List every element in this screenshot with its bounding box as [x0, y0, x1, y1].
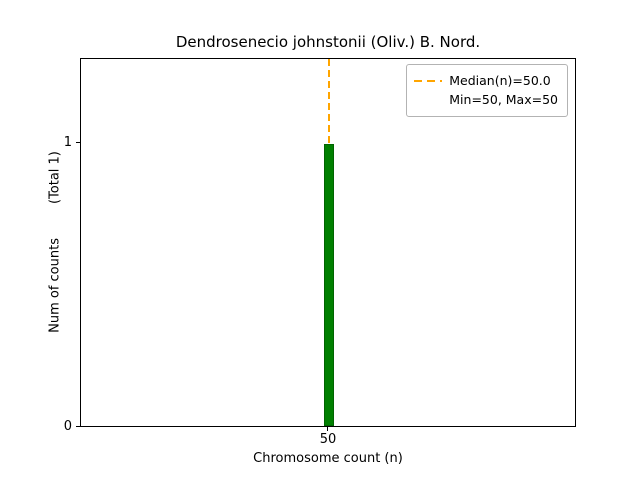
legend: Median(n)=50.0 Min=50, Max=50	[406, 64, 568, 117]
legend-entry-minmax: Min=50, Max=50	[414, 90, 558, 109]
legend-entry-median: Median(n)=50.0	[414, 71, 558, 90]
y-axis-label: Num of counts (Total 1)	[48, 151, 63, 333]
legend-label-minmax: Min=50, Max=50	[449, 92, 558, 108]
chart-title: Dendrosenecio johnstonii (Oliv.) B. Nord…	[175, 33, 481, 51]
y-tick-mark-1	[76, 142, 80, 143]
x-tick-label-50: 50	[319, 432, 337, 447]
x-axis-label: Chromosome count (n)	[253, 451, 403, 466]
median-line-legend-sample	[414, 79, 443, 82]
y-tick-mark-0	[76, 426, 80, 427]
legend-sample-spacer	[414, 99, 442, 101]
y-tick-label-1: 1	[63, 135, 72, 150]
x-tick-mark-50	[327, 427, 328, 431]
y-axis-label-total: (Total 1)	[47, 151, 63, 205]
plot-area: Median(n)=50.0 Min=50, Max=50	[80, 58, 576, 427]
y-axis-label-main: Num of counts	[47, 238, 63, 333]
histogram-bar-50	[324, 144, 334, 426]
y-tick-label-0: 0	[63, 419, 72, 434]
legend-label-median: Median(n)=50.0	[449, 73, 551, 88]
